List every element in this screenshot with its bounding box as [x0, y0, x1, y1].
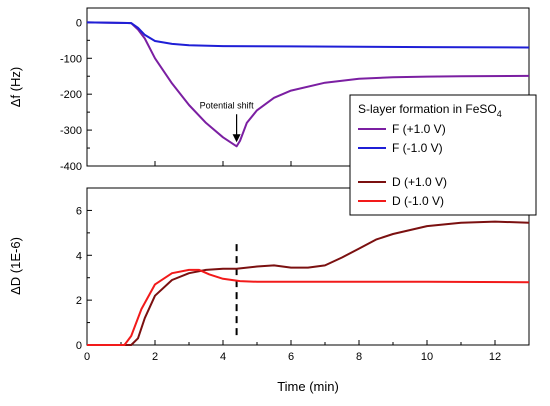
potential-shift-label: Potential shift: [200, 100, 255, 110]
dissipation-series-line-1: [87, 220, 530, 346]
x-tick-label: 10: [421, 351, 433, 363]
legend-label-2: F (-1.0 V): [392, 141, 443, 155]
legend-box: [349, 94, 537, 216]
bottom-y-tick-label: 0: [76, 340, 82, 352]
x-tick-label: 12: [489, 351, 501, 363]
x-tick-label: 6: [288, 351, 294, 363]
top-y-tick-label: -300: [60, 125, 82, 137]
legend-title-main: S-layer formation in FeSO: [358, 102, 497, 116]
top-y-tick-label: -400: [60, 161, 82, 173]
top-y-tick-label: -100: [60, 53, 82, 65]
legend-label-4: D (-1.0 V): [392, 194, 444, 208]
bottom-y-axis-label: ΔD (1E-6): [8, 237, 23, 295]
legend-label-3: D (+1.0 V): [392, 175, 447, 189]
top-y-axis-label: Δf (Hz): [8, 67, 23, 107]
frequency-series-line-1: [86, 21, 530, 148]
x-tick-label: 2: [152, 351, 158, 363]
bottom-plot-frame: [86, 187, 530, 346]
top-y-tick-label: 0: [76, 17, 82, 29]
top-plot-frame: [86, 7, 530, 167]
potential-shift-annotation: Potential shift: [200, 100, 255, 143]
dissipation-series-line-2: [87, 268, 530, 346]
bottom-y-tick-label: 4: [76, 250, 82, 262]
top-y-ticks: 0 -100 -200 -300 -400: [60, 17, 92, 173]
frequency-series-line-2: [86, 21, 530, 49]
legend-label-1: F (+1.0 V): [392, 122, 446, 136]
bottom-y-tick-label: 6: [76, 205, 82, 217]
legend-entries: F (+1.0 V) F (-1.0 V) D (+1.0 V) D (-1.0 V): [358, 122, 447, 208]
x-tick-label: 8: [356, 351, 362, 363]
bottom-series: [87, 220, 530, 346]
top-panel: 0 -100 -200 -300 -400 Δf (Hz) Potential shif…: [8, 7, 530, 173]
legend: S-layer formation in FeSO4 F (+1.0 V)F (…: [349, 94, 537, 216]
x-axis-label: Time (min): [277, 379, 339, 394]
top-y-tick-label: -200: [60, 89, 82, 101]
bottom-y-ticks: 0 2 4 6: [76, 187, 92, 352]
bottom-panel: 0 2 4 6 0 2 4 6 8 10 12 ΔD (1E-6) Time (min): [8, 161, 530, 394]
legend-title: S-layer formation in FeSO4: [358, 102, 502, 119]
x-tick-label: 0: [84, 351, 90, 363]
top-series: [86, 21, 530, 148]
legend-title-subscript: 4: [497, 109, 502, 119]
bottom-y-tick-label: 2: [76, 295, 82, 307]
x-tick-label: 4: [220, 351, 226, 363]
arrow-head-icon: [232, 134, 241, 143]
